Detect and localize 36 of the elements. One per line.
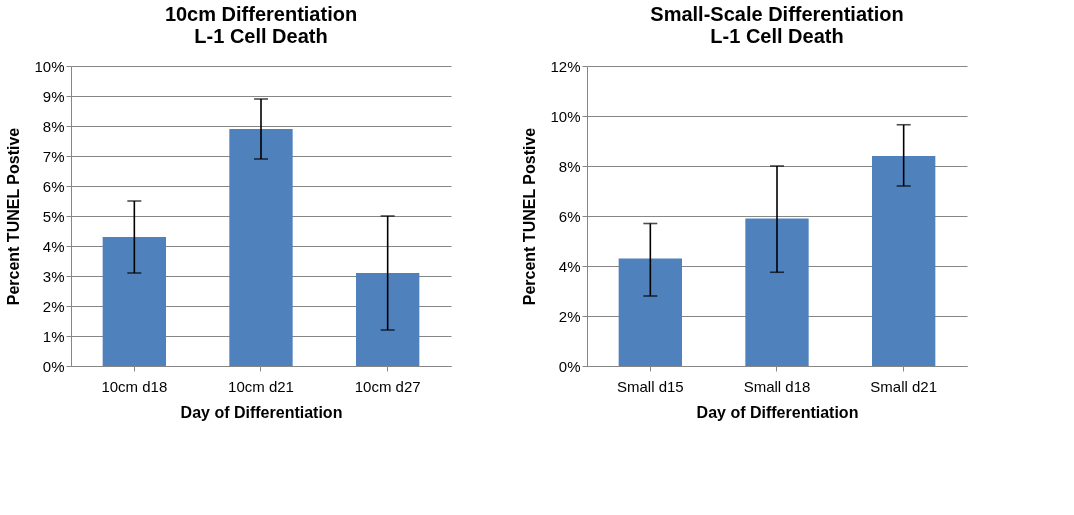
y-tick-label: 2% — [558, 307, 581, 325]
chart-title: 10cm Differentiation L-1 Cell Death — [164, 3, 358, 47]
y-tick-label: 3% — [42, 267, 65, 285]
x-tick-label: Small d21 — [870, 377, 938, 395]
y-tick-label: 6% — [558, 207, 581, 225]
y-tick-label: 4% — [558, 257, 581, 275]
y-tick-label: 9% — [42, 87, 65, 105]
y-tick-label: 8% — [558, 157, 581, 175]
y-tick-label: 8% — [42, 117, 65, 135]
chart-title: Small-Scale Differentiation L-1 Cell Death — [650, 3, 904, 47]
x-axis-title: Day of Differentiation — [696, 403, 859, 421]
y-tick-label: 1% — [42, 327, 65, 345]
x-tick-label: Small d15 — [616, 377, 684, 395]
bar — [745, 218, 809, 366]
y-tick-label: 12% — [550, 57, 581, 75]
y-tick-label: 10% — [550, 107, 581, 125]
y-tick-label: 5% — [42, 207, 65, 225]
y-tick-label: 10% — [34, 57, 65, 75]
y-tick-label: 7% — [42, 147, 65, 165]
y-tick-label: 0% — [42, 357, 65, 375]
y-tick-label: 2% — [42, 297, 65, 315]
y-tick-label: 4% — [42, 237, 65, 255]
x-tick-label: 10cm d18 — [101, 377, 168, 395]
y-axis-title: Percent TUNEL Postive — [5, 127, 23, 306]
bar — [102, 237, 166, 366]
x-tick-label: 10cm d27 — [354, 377, 421, 395]
bar — [229, 129, 293, 366]
y-tick-label: 0% — [558, 357, 581, 375]
bar — [872, 156, 936, 366]
x-axis-title: Day of Differentiation — [180, 403, 343, 421]
y-axis-title: Percent TUNEL Postive — [521, 127, 539, 306]
y-tick-label: 6% — [42, 177, 65, 195]
x-tick-label: Small d18 — [743, 377, 811, 395]
bar — [356, 273, 420, 366]
x-tick-label: 10cm d21 — [228, 377, 294, 395]
bar — [618, 258, 682, 366]
